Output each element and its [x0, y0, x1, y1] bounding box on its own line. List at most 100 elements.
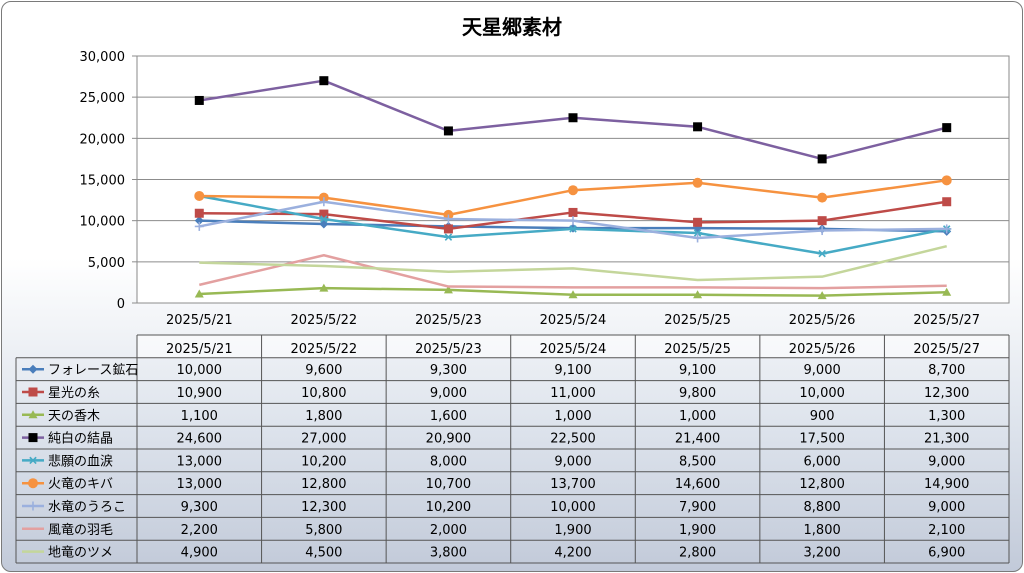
table-cell: 9,000 [928, 454, 965, 469]
data-point-stroke [818, 249, 826, 258]
data-point [568, 185, 578, 196]
data-point [28, 433, 38, 443]
data-point [443, 233, 453, 241]
y-tick-label: 20,000 [80, 132, 126, 147]
data-point [443, 214, 453, 224]
data-point [568, 207, 578, 217]
data-point-stroke [444, 233, 453, 241]
data-point [194, 221, 204, 231]
table-cell: 3,800 [430, 546, 467, 561]
legend-label: 悲願の血涙 [48, 453, 113, 469]
data-point [942, 123, 952, 133]
table-cell: 13,700 [550, 477, 596, 492]
table-cell: 10,700 [426, 477, 472, 492]
data-point [28, 410, 38, 419]
data-point [692, 177, 703, 188]
data-point-stroke [569, 225, 577, 233]
table-cell: 17,500 [799, 432, 845, 447]
table-cell: 22,500 [550, 432, 596, 447]
x-tick-label: 2025/5/22 [291, 313, 358, 328]
series-9 [199, 244, 948, 282]
y-tick-label: 15,000 [80, 174, 126, 189]
x-tick-label: 2025/5/26 [789, 313, 856, 328]
x-tick-label: 2025/5/21 [166, 313, 233, 328]
data-point [942, 287, 952, 296]
data-point-stroke [29, 456, 37, 465]
table-cell: 1,300 [928, 409, 965, 424]
data-point [817, 216, 827, 226]
data-point [942, 197, 952, 207]
legend-key [22, 364, 44, 374]
series-7 [194, 197, 952, 243]
table-cell: 1,900 [554, 523, 591, 538]
table-header-cell: 2025/5/23 [415, 342, 482, 357]
table-cell: 2,800 [679, 546, 716, 561]
x-tick-label: 2025/5/23 [415, 313, 482, 328]
legend-label: フォレース鉱石 [48, 362, 138, 378]
data-point [443, 224, 453, 234]
legend-key [22, 410, 44, 419]
data-point [319, 215, 329, 223]
table-cell: 9,800 [679, 386, 716, 401]
table-cell: 13,000 [177, 454, 223, 469]
table-cell: 2,200 [181, 523, 218, 538]
data-point [28, 478, 38, 489]
data-point [817, 249, 827, 258]
data-point [817, 291, 827, 300]
table-cell: 9,300 [430, 363, 467, 378]
table-cell: 8,000 [430, 454, 467, 469]
x-tick-label: 2025/5/24 [540, 313, 607, 328]
table-cell: 1,800 [305, 409, 342, 424]
data-point [194, 95, 204, 105]
data-point-stroke [320, 215, 328, 223]
table-cell: 12,800 [301, 477, 347, 492]
data-point [693, 229, 703, 237]
table-cell: 14,600 [675, 477, 721, 492]
legend-label: 水竜のうろこ [48, 500, 126, 515]
data-point [693, 217, 703, 227]
data-point [319, 209, 329, 219]
table-cell: 21,300 [924, 432, 970, 447]
data-point [194, 208, 204, 218]
data-point-stroke [693, 229, 702, 237]
table-cell: 10,000 [177, 363, 223, 378]
table-cell: 2,100 [928, 523, 965, 538]
table-header-cell: 2025/5/24 [540, 342, 607, 357]
y-tick-label: 25,000 [80, 91, 126, 106]
table-cell: 4,200 [554, 546, 591, 561]
table-cell: 2,000 [430, 523, 467, 538]
data-point [194, 190, 205, 201]
table-header-cell: 2025/5/22 [291, 342, 358, 357]
series-8 [198, 253, 947, 290]
table-cell: 1,800 [804, 523, 841, 538]
legend-key [22, 501, 44, 511]
series-2 [194, 197, 952, 234]
chart-title: 天星郷素材 [462, 15, 562, 39]
data-point [194, 289, 204, 298]
y-tick-label: 5,000 [88, 256, 125, 271]
table-cell: 9,000 [430, 386, 467, 401]
x-tick-label: 2025/5/27 [913, 313, 980, 328]
legend-label: 地竜のツメ [48, 546, 113, 561]
data-point [28, 501, 38, 511]
table-cell: 10,000 [550, 500, 596, 515]
data-point [319, 76, 329, 86]
data-point [941, 175, 952, 186]
table-cell: 27,000 [301, 432, 347, 447]
table-cell: 12,300 [301, 500, 347, 515]
table-cell: 1,600 [430, 409, 467, 424]
table-cell: 9,100 [554, 363, 591, 378]
table-cell: 9,000 [554, 454, 591, 469]
series-3 [194, 283, 952, 300]
table-cell: 1,000 [679, 409, 716, 424]
data-point [817, 154, 827, 164]
table-cell: 9,100 [679, 363, 716, 378]
x-tick-label: 2025/5/25 [664, 313, 731, 328]
data-point [568, 225, 578, 233]
data-point [443, 285, 453, 294]
table-header-bg [137, 335, 1009, 358]
y-tick-label: 10,000 [80, 215, 126, 230]
legend-key [22, 387, 44, 397]
